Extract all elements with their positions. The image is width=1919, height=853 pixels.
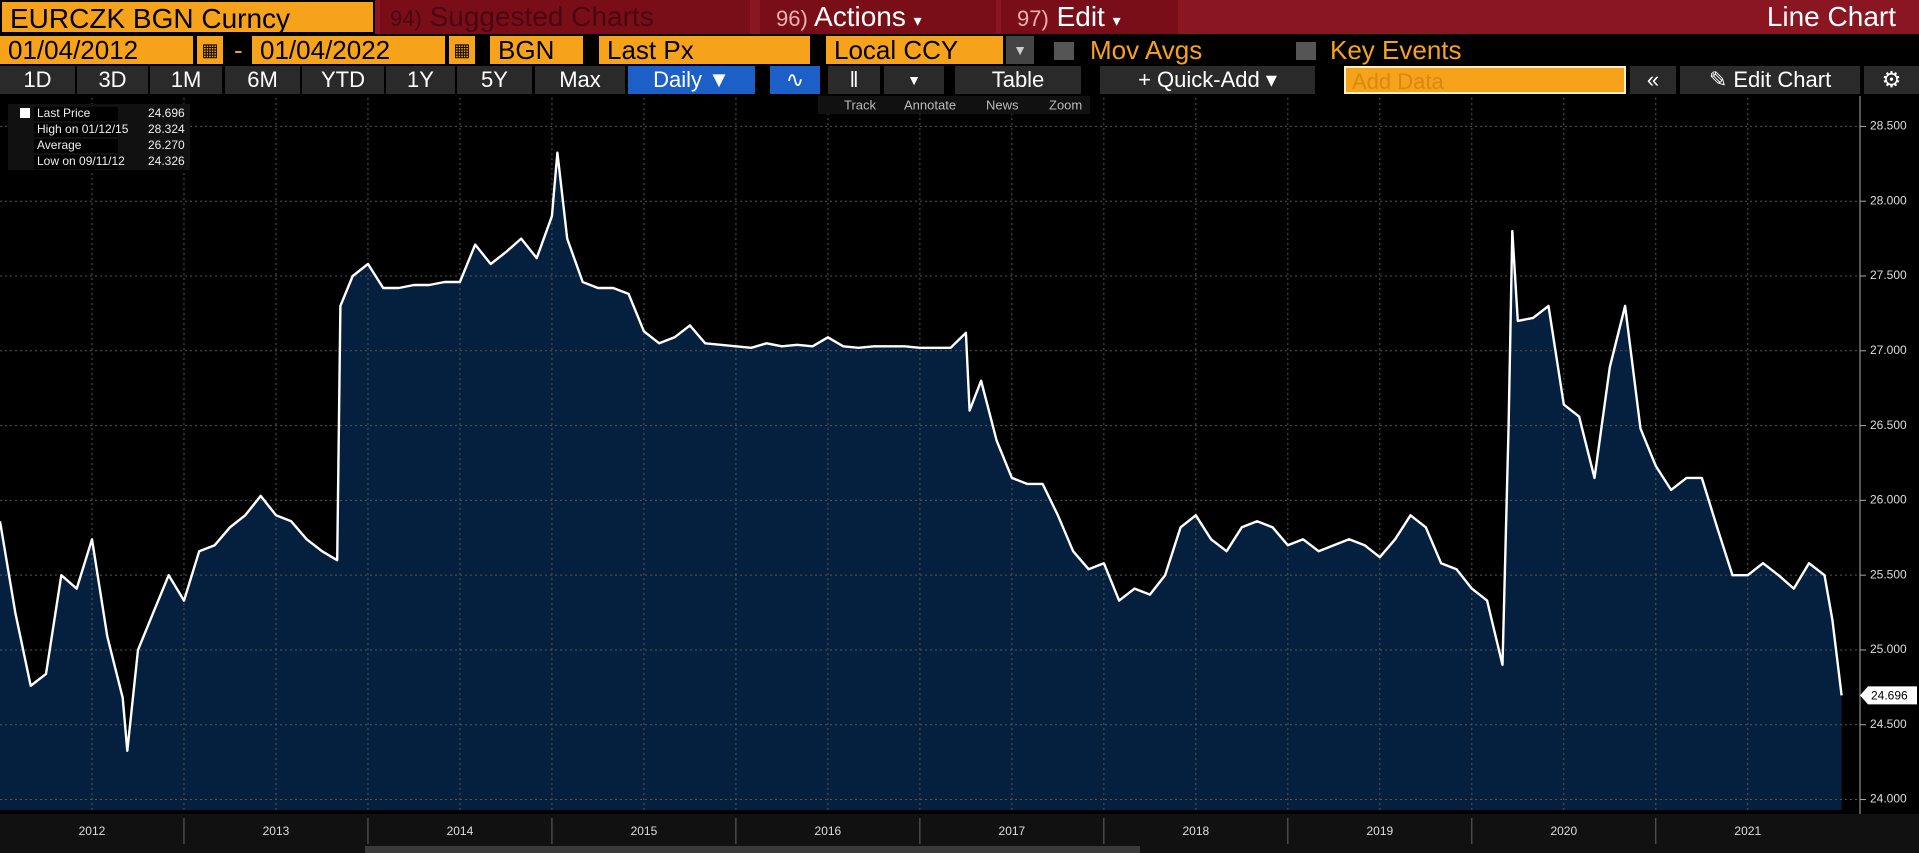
range-button[interactable]: 5Y [457,66,532,94]
frequency-label: Daily [653,67,702,92]
edit-chart[interactable]: ✎ Edit Chart [1680,66,1860,94]
legend-name: High on 01/12/15 [37,122,129,136]
calendar-icon[interactable]: ▦ [449,36,475,64]
scrollbar [365,846,1140,853]
legend-swatch [20,108,30,118]
x-tick-label: 2016 [815,824,842,838]
menu-number: 97) [1017,6,1049,31]
legend-label-bg [34,123,118,137]
menu-label: Edit [1056,1,1105,32]
legend-value: 24.696 [148,106,185,120]
y-tick-label: 28.000 [1870,193,1907,207]
x-tick-label: 2017 [999,824,1026,838]
last-price-tag [1860,686,1917,705]
legend-name: Average [37,138,82,152]
key-events[interactable]: Key Events [1330,35,1462,65]
y-tick-label: 27.500 [1870,268,1907,282]
menu[interactable]: 97) Edit ▾ [1001,0,1178,34]
dropdown[interactable]: ▼ [884,66,944,94]
y-tick-label: 26.000 [1870,493,1907,507]
tool-button[interactable]: Zoom [1049,97,1082,112]
tool-button[interactable]: Track [844,97,877,112]
y-tick-label: 26.500 [1870,418,1907,432]
edit-chart-label: Edit Chart [1733,67,1832,92]
x-tick-label: 2018 [1182,824,1209,838]
menu[interactable]: 96) Actions ▾ [760,0,996,34]
range-button[interactable]: YTD [302,66,384,94]
source[interactable]: BGN [490,36,583,64]
tool-strip: Track Annotate News Zoom [818,96,1090,114]
range-button[interactable]: 1Y [386,66,455,94]
legend: Last Price 24.696 High on 01/12/15 28.324 Av… [8,104,190,170]
chart: 24.000 24.500 25.000 25.500 26.000 26.500 27.0… [0,96,1919,853]
legend-value: 28.324 [148,122,185,136]
x-tick-label: 2012 [79,824,106,838]
y-tick-label: 24.500 [1870,717,1907,731]
menu-number: 96) [776,6,808,31]
settings[interactable]: ⚙ [1864,66,1919,94]
y-tick-label: 27.000 [1870,343,1907,357]
collapse-button[interactable]: « [1630,66,1676,94]
tool-button[interactable]: Annotate [904,97,956,112]
calendar-icon[interactable]: ▦ [197,36,223,64]
legend-label-bg [34,107,118,121]
x-tick-label: 2021 [1734,824,1761,838]
date-separator: - [234,35,243,65]
x-tick-label: 2019 [1366,824,1393,838]
legend-value: 26.270 [148,138,185,152]
y-tick-label: 25.000 [1870,642,1907,656]
bar-icon[interactable]: ‖ [828,66,880,94]
dropdown[interactable]: ▼ [1006,36,1034,64]
range-button[interactable]: 1D [0,66,75,94]
menu-number: 94) [390,6,422,31]
currency[interactable]: Local CCY [826,36,1003,64]
quick-add-label: Quick-Add [1157,67,1260,92]
quick-add[interactable]: + Quick-Add ▾ [1100,66,1315,94]
x-tick-label: 2014 [447,824,474,838]
legend-value: 24.326 [148,154,185,168]
start-date[interactable]: 01/04/2012 [0,36,193,64]
field[interactable]: Last Px [599,36,810,64]
legend-name: Low on 09/11/12 [37,154,125,168]
tool-strip-bg [818,96,1090,114]
end-date[interactable]: 01/04/2022 [252,36,445,64]
add-data-input[interactable]: Add Data [1344,66,1626,94]
x-tick-label: 2013 [263,824,290,838]
legend-label-bg [34,155,118,169]
line [0,151,1843,752]
tool-button[interactable]: News [986,97,1019,112]
table-button[interactable]: Table [955,66,1081,94]
ticker[interactable]: EURCZK BGN Curncy [0,0,375,34]
range-button[interactable]: 6M [225,66,300,94]
range-button[interactable]: Max [535,66,625,94]
checkbox[interactable] [1054,42,1074,60]
x-tick-label: 2020 [1550,824,1577,838]
menu[interactable]: 94) Suggested Charts [380,0,750,34]
menu-label: Actions [814,1,906,32]
view-name: Line Chart [1766,1,1896,32]
legend-label-bg [34,139,118,153]
area-fill [0,152,1842,810]
legend-name: Last Price [37,106,91,120]
line-icon[interactable]: ∿ [770,66,820,94]
y-tick-label: 24.000 [1870,792,1907,806]
y-tick-label: 25.500 [1870,567,1907,581]
y-tick-label: 28.500 [1870,119,1907,133]
checkbox[interactable] [1296,42,1316,60]
range-button[interactable]: 1M [150,66,222,94]
x-tick-label: 2015 [631,824,658,838]
range-button[interactable]: 3D [77,66,148,94]
last-price-label: 24.696 [1871,689,1908,703]
mov-avgs[interactable]: Mov Avgs [1090,35,1203,65]
frequency[interactable]: Daily ▼ [628,66,755,94]
menu-label: Suggested Charts [429,1,654,32]
